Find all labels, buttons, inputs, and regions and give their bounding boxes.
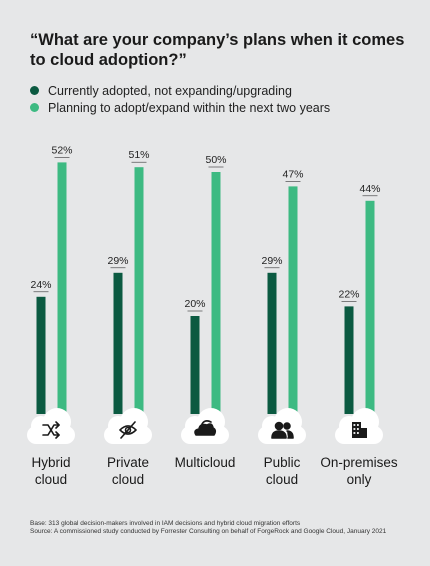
legend-swatch-current [30,86,39,96]
legend-swatch-planning [30,103,39,113]
category-cloud [27,408,75,444]
legend-label-current: Currently adopted, not expanding/upgradi… [48,84,292,98]
bar-current [36,296,46,414]
bar-value-label: 22% [338,288,359,300]
bar-planning [365,200,375,414]
category-label: Hybrid [31,455,70,470]
bar-value-label: 20% [184,298,205,310]
bar-value-label: 50% [205,154,226,166]
footnote: Base: 313 global decision-makers involve… [30,520,410,536]
legend-label-planning: Planning to adopt/expand within the next… [48,101,331,115]
category-cloud [104,408,152,444]
bar-value-label: 29% [261,255,282,267]
legend-item-planning: Planning to adopt/expand within the next… [30,100,330,116]
category-label: Public [264,455,301,470]
chart-title: “What are your company’s plans when it c… [30,31,405,69]
category-label: Multicloud [175,455,236,470]
bar-planning [57,162,67,414]
bar-current [113,272,123,414]
bar-value-label: 52% [51,144,72,156]
legend-item-current: Currently adopted, not expanding/upgradi… [30,83,292,99]
footnote-base: Base: 313 global decision-makers involve… [30,520,301,527]
bar-current [190,316,200,414]
bar-planning [288,186,298,414]
bar-planning [211,172,221,414]
bar-current [267,272,277,414]
category-label: Private [107,455,149,470]
category-label: cloud [35,472,67,487]
bar-planning [134,167,144,414]
category-label: On-premises [320,455,398,470]
footnote-source: Source: A commissioned study conducted b… [30,528,387,535]
bar-value-label: 47% [282,168,303,180]
category-label: cloud [266,472,298,487]
bar-value-label: 51% [128,149,149,161]
shuffle-icon [42,421,60,439]
category-label: cloud [112,472,144,487]
eye-off-icon [119,421,137,439]
building-icon [352,422,367,438]
category-label: only [347,472,372,487]
bar-value-label: 29% [107,255,128,267]
clouds-icon [194,420,217,436]
bar-current [344,306,354,414]
bar-value-label: 24% [30,279,51,291]
bar-value-label: 44% [359,183,380,195]
people-icon [271,421,294,439]
